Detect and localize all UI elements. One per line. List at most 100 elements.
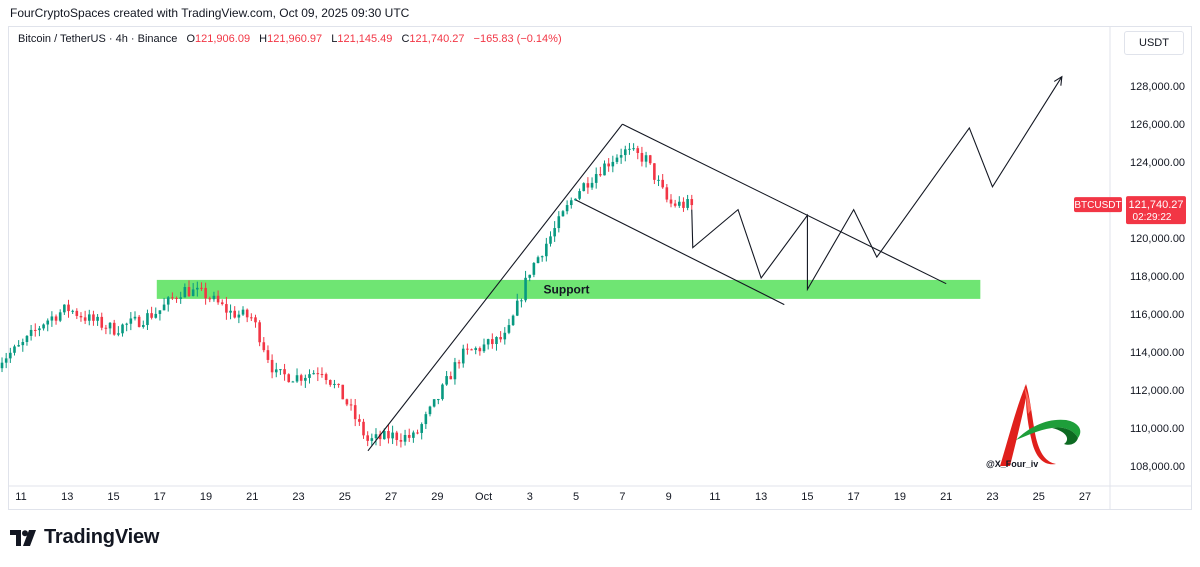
candle xyxy=(540,256,544,258)
candle xyxy=(279,369,282,371)
candle xyxy=(349,404,353,406)
candle xyxy=(557,216,561,229)
candle xyxy=(553,228,556,237)
candle xyxy=(67,304,70,312)
low-value: 121,145.49 xyxy=(337,33,393,45)
x-tick-label: Oct xyxy=(475,491,492,503)
candle xyxy=(507,325,511,333)
candle xyxy=(399,439,403,442)
candle xyxy=(245,309,249,318)
candle xyxy=(549,236,552,244)
candle xyxy=(686,199,689,208)
candle xyxy=(220,302,224,305)
x-tick-label: 3 xyxy=(527,491,533,503)
candle xyxy=(491,339,494,345)
candle xyxy=(299,375,303,381)
x-tick-label: 23 xyxy=(986,491,998,503)
candle xyxy=(403,434,407,442)
y-tick-label: 112,000.00 xyxy=(1130,385,1184,397)
candle xyxy=(669,199,673,204)
candle xyxy=(532,263,536,275)
close-value: 121,740.27 xyxy=(409,33,465,45)
x-tick-label: 27 xyxy=(385,491,397,503)
candle xyxy=(615,157,619,162)
candle xyxy=(569,200,573,206)
candle xyxy=(137,316,141,327)
candle xyxy=(661,179,664,188)
candle xyxy=(204,287,207,299)
x-tick-label: 25 xyxy=(339,491,351,503)
candle xyxy=(96,316,99,321)
candle xyxy=(208,298,212,300)
candle xyxy=(146,313,149,326)
candle xyxy=(320,374,324,376)
candle xyxy=(29,329,33,336)
candle xyxy=(216,295,220,303)
candle xyxy=(162,304,166,311)
candle xyxy=(112,322,116,335)
candle xyxy=(424,414,428,425)
candle xyxy=(495,337,498,345)
candle xyxy=(133,316,137,319)
candle xyxy=(324,374,328,380)
symbol-name: Bitcoin / TetherUS · 4h · Binance xyxy=(18,33,178,45)
candle xyxy=(316,373,320,375)
tradingview-logo[interactable]: TradingView xyxy=(10,526,159,549)
candle xyxy=(333,383,336,385)
x-tick-label: 13 xyxy=(755,491,767,503)
y-tick-label: 108,000.00 xyxy=(1130,461,1185,473)
y-tick-label: 120,000.00 xyxy=(1130,233,1185,245)
candle xyxy=(528,274,532,278)
x-tick-label: 11 xyxy=(709,491,720,503)
candle xyxy=(657,179,660,181)
change-value: −165.83 (−0.14%) xyxy=(473,33,562,45)
candle xyxy=(304,377,307,381)
candle xyxy=(183,287,187,298)
candle xyxy=(229,310,232,313)
candle xyxy=(150,313,153,318)
candle xyxy=(503,332,507,340)
candle xyxy=(79,315,83,318)
candle xyxy=(100,316,104,328)
candle xyxy=(382,430,386,440)
candle xyxy=(283,369,286,375)
candle xyxy=(258,322,261,343)
candle xyxy=(441,384,444,400)
x-tick-label: 19 xyxy=(894,491,906,503)
candle xyxy=(291,381,295,383)
candle xyxy=(358,419,361,422)
candle xyxy=(270,359,274,373)
candle xyxy=(171,297,174,299)
candle xyxy=(200,287,203,289)
candle xyxy=(437,399,440,401)
support-label: Support xyxy=(544,282,590,296)
close-label: C xyxy=(401,33,410,45)
projection-arrowhead xyxy=(1053,75,1063,86)
price-tag-value: 121,740.27 xyxy=(1128,199,1183,211)
x-tick-label: 7 xyxy=(619,491,625,503)
x-tick-label: 23 xyxy=(292,491,304,503)
candle xyxy=(0,362,4,369)
currency-button[interactable]: USDT xyxy=(1124,31,1184,55)
falling-channel-upper xyxy=(622,123,947,285)
candle xyxy=(407,434,411,438)
price-tag-countdown: 02:29:22 xyxy=(1133,212,1172,223)
author-logo-icon xyxy=(1000,384,1081,466)
candle xyxy=(25,335,29,342)
candle xyxy=(524,277,527,301)
candle xyxy=(378,434,382,440)
projection-path xyxy=(691,76,1063,292)
candle xyxy=(665,187,669,200)
x-tick-label: 19 xyxy=(200,491,212,503)
candle xyxy=(108,322,112,329)
falling-channel-lower xyxy=(575,199,785,306)
candle xyxy=(395,432,399,440)
candle xyxy=(121,324,124,334)
author-handle: @X_Four_iv xyxy=(986,459,1039,469)
x-tick-label: 11 xyxy=(15,491,26,503)
candle xyxy=(262,342,266,351)
candle xyxy=(58,312,62,321)
candle xyxy=(574,198,577,201)
candle xyxy=(416,432,419,434)
